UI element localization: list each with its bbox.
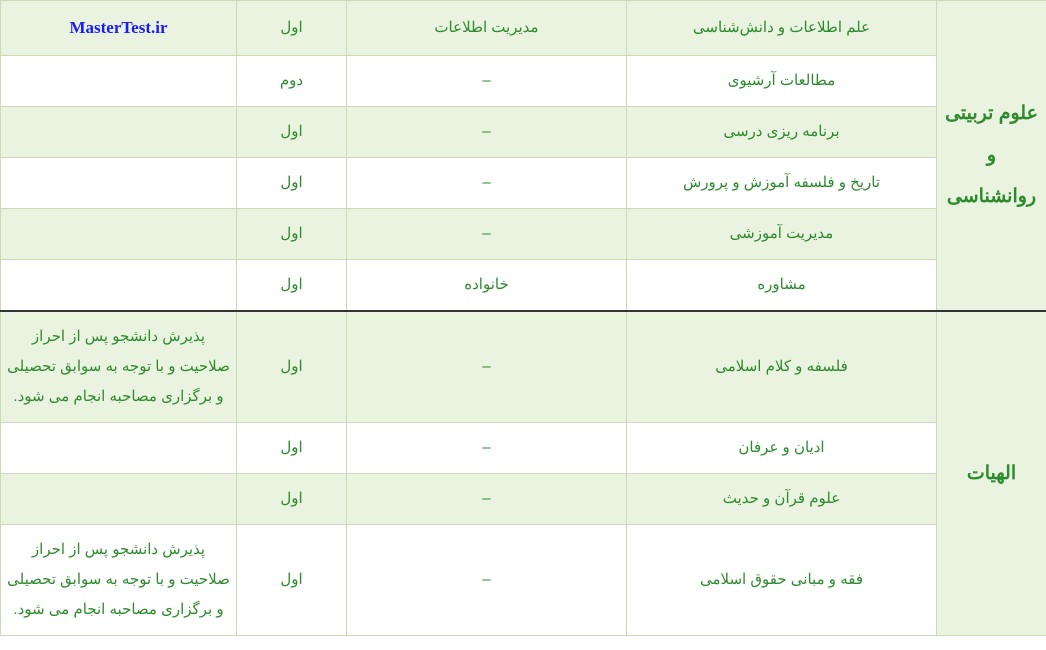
table-row: الهیات فلسفه و کلام اسلامی – اول پذیرش د…: [0, 311, 1046, 423]
sub-cell: مدیریت اطلاعات: [346, 1, 626, 56]
field-cell: تاریخ و فلسفه آموزش و پرورش: [626, 158, 936, 209]
term-cell: اول: [236, 260, 346, 312]
sub-cell: –: [346, 56, 626, 107]
term-cell: اول: [236, 525, 346, 636]
category-cell: علوم تربیتی و روانشناسی: [936, 1, 1046, 312]
term-cell: اول: [236, 107, 346, 158]
note-cell: [0, 209, 236, 260]
table-row: تاریخ و فلسفه آموزش و پرورش – اول: [0, 158, 1046, 209]
term-cell: اول: [236, 474, 346, 525]
sub-cell: –: [346, 525, 626, 636]
sub-cell: –: [346, 107, 626, 158]
table-row: برنامه ریزی درسی – اول: [0, 107, 1046, 158]
sub-cell: –: [346, 311, 626, 423]
note-cell: MasterTest.ir: [0, 1, 236, 56]
field-cell: مطالعات آرشیوی: [626, 56, 936, 107]
note-cell: [0, 260, 236, 312]
field-cell: مشاوره: [626, 260, 936, 312]
note-cell: پذیرش دانشجو پس از احراز صلاحیت و با توج…: [0, 525, 236, 636]
fields-table: علوم تربیتی و روانشناسی علم اطلاعات و دا…: [0, 0, 1046, 636]
note-cell: [0, 107, 236, 158]
term-cell: اول: [236, 158, 346, 209]
field-cell: فلسفه و کلام اسلامی: [626, 311, 936, 423]
sub-cell: –: [346, 209, 626, 260]
term-cell: اول: [236, 209, 346, 260]
table-row: مطالعات آرشیوی – دوم: [0, 56, 1046, 107]
sub-cell: –: [346, 474, 626, 525]
table-row: علوم قرآن و حدیث – اول: [0, 474, 1046, 525]
category-cell: الهیات: [936, 311, 1046, 636]
table-row: مشاوره خانواده اول: [0, 260, 1046, 312]
watermark-text: MasterTest.ir: [68, 18, 166, 37]
table-row: فقه و مبانی حقوق اسلامی – اول پذیرش دانش…: [0, 525, 1046, 636]
note-cell: [0, 158, 236, 209]
note-cell: [0, 423, 236, 474]
term-cell: اول: [236, 1, 346, 56]
note-cell: [0, 56, 236, 107]
note-cell: پذیرش دانشجو پس از احراز صلاحیت و با توج…: [0, 311, 236, 423]
field-cell: علوم قرآن و حدیث: [626, 474, 936, 525]
term-cell: اول: [236, 423, 346, 474]
table-row: ادیان و عرفان – اول: [0, 423, 1046, 474]
table-row: علوم تربیتی و روانشناسی علم اطلاعات و دا…: [0, 1, 1046, 56]
field-cell: مدیریت آموزشی: [626, 209, 936, 260]
sub-cell: خانواده: [346, 260, 626, 312]
note-cell: [0, 474, 236, 525]
sub-cell: –: [346, 158, 626, 209]
sub-cell: –: [346, 423, 626, 474]
field-cell: ادیان و عرفان: [626, 423, 936, 474]
term-cell: اول: [236, 311, 346, 423]
field-cell: علم اطلاعات و دانش‌شناسی: [626, 1, 936, 56]
field-cell: فقه و مبانی حقوق اسلامی: [626, 525, 936, 636]
table-row: مدیریت آموزشی – اول: [0, 209, 1046, 260]
term-cell: دوم: [236, 56, 346, 107]
field-cell: برنامه ریزی درسی: [626, 107, 936, 158]
